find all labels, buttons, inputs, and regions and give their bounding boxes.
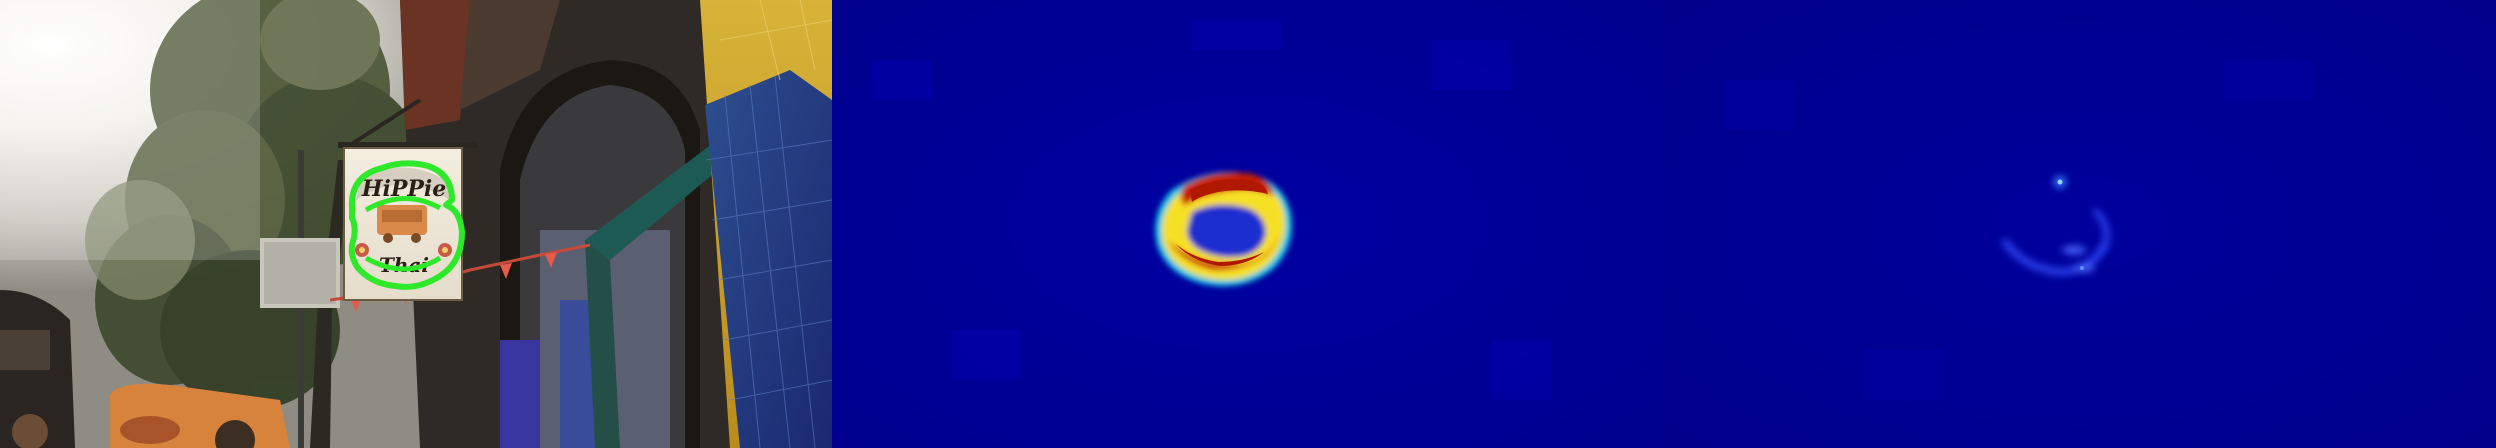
heatmap-strong [832, 0, 1664, 448]
heatmap-panel-weak [1664, 0, 2496, 448]
heatmap-weak [1664, 0, 2496, 448]
shop-sign: HiPPie Thai [343, 147, 465, 301]
street-photo: HiPPie Thai [0, 0, 832, 448]
heat-blob-strong [1155, 172, 1292, 287]
detection-outline [348, 160, 465, 290]
heat-blob-weak [2001, 208, 2109, 276]
photo-panel: HiPPie Thai [0, 0, 832, 448]
tree-foliage [85, 0, 425, 410]
heatmap-panel-strong [832, 0, 1664, 448]
